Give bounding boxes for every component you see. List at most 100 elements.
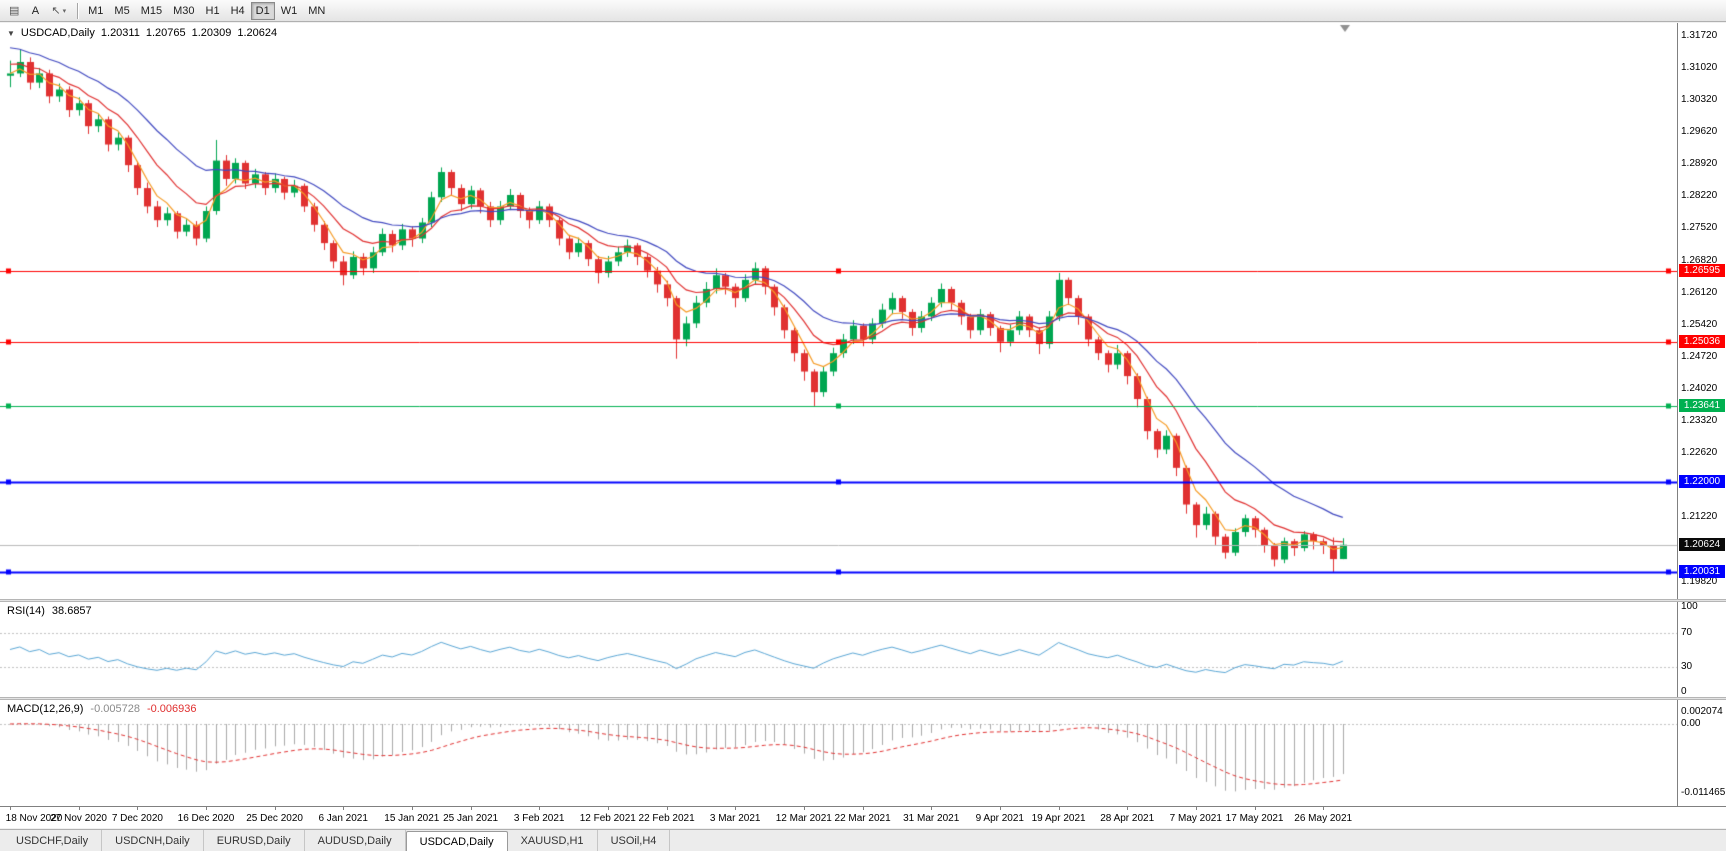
panel-splitter[interactable]	[0, 599, 1726, 602]
tab-audusd-daily[interactable]: AUDUSD,Daily	[305, 830, 406, 851]
price-axis-label: 1.24720	[1681, 350, 1718, 362]
date-axis-label: 7 Dec 2020	[111, 813, 163, 824]
timeframe-h1[interactable]: H1	[205, 4, 220, 17]
rsi-canvas[interactable]	[0, 602, 1677, 697]
timeframe-d1[interactable]: D1	[250, 1, 275, 20]
timeframe-m5[interactable]: M5	[114, 4, 130, 17]
macd-signal-value: -0.006936	[146, 703, 197, 715]
current-price-badge: 1.20624	[1679, 537, 1725, 551]
date-tick	[735, 807, 736, 810]
tab-usdcnh-daily[interactable]: USDCNH,Daily	[102, 830, 204, 851]
price-axis-label: 1.23320	[1681, 415, 1718, 427]
timeframe-m15[interactable]: M15	[140, 4, 163, 17]
macd-name-label: MACD(12,26,9)	[7, 703, 84, 715]
rsi-level-label: 100	[1681, 601, 1698, 612]
rsi-level-label: 0	[1681, 686, 1687, 697]
tab-xauusd-h1[interactable]: XAUUSD,H1	[508, 830, 598, 851]
grid-icon: ▤	[9, 5, 20, 17]
price-axis-label: 1.26820	[1681, 254, 1718, 266]
date-tick	[539, 807, 540, 810]
date-tick	[137, 807, 138, 810]
price-chart-canvas[interactable]	[0, 23, 1677, 599]
macd-canvas[interactable]	[0, 700, 1677, 806]
macd-axis-label: 0.00	[1681, 718, 1701, 729]
price-line-badge: 1.22000	[1679, 474, 1725, 488]
date-tick	[863, 807, 864, 810]
date-axis-label: 25 Jan 2021	[443, 813, 499, 824]
chart-header: ▼ USDCAD,Daily 1.20311 1.20765 1.20309 1…	[7, 27, 277, 39]
timeframe-mn[interactable]: MN	[308, 4, 326, 17]
cursor-icon: ↖	[51, 5, 61, 17]
date-tick	[1323, 807, 1324, 810]
date-axis-label: 12 Mar 2021	[775, 813, 832, 824]
date-axis[interactable]: 18 Nov 2020 27 Nov 2020 7 Dec 2020 16 Dec 2…	[0, 806, 1726, 828]
ohlc-close-value: 1.20624	[237, 27, 278, 39]
price-axis-label: 1.31020	[1681, 61, 1718, 73]
date-tick	[667, 807, 668, 810]
date-axis-label: 16 Dec 2020	[177, 813, 235, 824]
date-axis-label: 26 May 2021	[1294, 813, 1353, 824]
toolbar-separator	[77, 2, 79, 19]
chevron-down-icon: ▾	[62, 7, 67, 15]
collapse-triangle-icon[interactable]: ▼	[7, 28, 15, 38]
price-line-badge: 1.25036	[1679, 335, 1725, 349]
price-axis-label: 1.28220	[1681, 190, 1718, 202]
price-axis-label: 1.25420	[1681, 318, 1718, 330]
price-axis-label: 1.24020	[1681, 382, 1718, 394]
date-axis-label: 27 Nov 2020	[50, 813, 107, 824]
date-axis-label: 22 Mar 2021	[834, 813, 891, 824]
rsi-header: RSI(14) 38.6857	[7, 605, 92, 617]
rsi-level-label: 70	[1681, 626, 1693, 638]
date-tick	[10, 807, 11, 810]
rsi-level-label: 30	[1681, 660, 1693, 672]
price-axis[interactable]: 1.31720 1.31020 1.30320 1.29620 1.28920 1.282…	[1677, 23, 1726, 599]
price-axis-label: 1.22620	[1681, 447, 1718, 459]
date-tick	[608, 807, 609, 810]
cursor-tool-button[interactable]: ↖ ▾	[46, 2, 71, 20]
timeframe-h4[interactable]: H4	[230, 4, 245, 17]
date-axis-label: 22 Feb 2021	[638, 813, 695, 824]
tab-eurusd-daily[interactable]: EURUSD,Daily	[204, 830, 305, 851]
date-tick	[343, 807, 344, 810]
date-tick	[1000, 807, 1001, 810]
tab-usdcad-daily[interactable]: USDCAD,Daily	[405, 831, 508, 851]
chart-grid-button[interactable]: ▤	[4, 2, 24, 20]
date-tick	[1127, 807, 1128, 810]
rsi-panel: RSI(14) 38.6857 100 70 30 0	[0, 602, 1726, 697]
date-axis-label: 28 Apr 2021	[1100, 813, 1155, 824]
timeframe-m1[interactable]: M1	[88, 4, 104, 17]
rsi-value: 38.6857	[51, 605, 92, 617]
date-axis-label: 3 Feb 2021	[513, 813, 565, 824]
date-tick	[412, 807, 413, 810]
timeframe-w1[interactable]: W1	[280, 4, 298, 17]
macd-panel: MACD(12,26,9) -0.005728 -0.006936 0.0020…	[0, 700, 1726, 806]
price-axis-label: 1.19820	[1681, 575, 1718, 587]
tab-usdchf-daily[interactable]: USDCHF,Daily	[3, 830, 103, 851]
macd-header: MACD(12,26,9) -0.005728 -0.006936	[7, 703, 197, 715]
ohlc-high-value: 1.20765	[145, 27, 186, 39]
rsi-axis[interactable]: 100 70 30 0	[1677, 602, 1726, 697]
macd-axis-label: -0.011465	[1681, 786, 1726, 798]
tab-usoil-h4[interactable]: USOil,H4	[598, 830, 671, 851]
ohlc-open-value: 1.20311	[100, 27, 140, 39]
chart-symbol-label: USDCAD,Daily	[20, 27, 95, 39]
ohlc-low-value: 1.20309	[191, 27, 232, 39]
date-axis-label: 7 May 2021	[1169, 813, 1222, 824]
date-axis-label: 3 Mar 2021	[709, 813, 761, 824]
price-axis-label: 1.28920	[1681, 158, 1718, 170]
pointer-mode-button[interactable]: A	[25, 2, 45, 20]
date-tick	[79, 807, 80, 810]
timeframe-m30[interactable]: M30	[173, 4, 195, 17]
date-tick	[931, 807, 932, 810]
date-tick	[1059, 807, 1060, 810]
price-axis-label: 1.30320	[1681, 94, 1718, 106]
chart-tab-bar: USDCHF,Daily USDCNH,Daily EURUSD,Daily AUDU…	[0, 829, 1726, 851]
macd-axis[interactable]: 0.002074 0.00 -0.011465	[1677, 700, 1726, 806]
date-axis-label: 25 Dec 2020	[246, 813, 303, 824]
panel-splitter[interactable]	[0, 697, 1726, 700]
pointer-mode-label: A	[31, 4, 40, 17]
date-tick	[1196, 807, 1197, 810]
date-tick	[471, 807, 472, 810]
price-line-badge: 1.20031	[1679, 564, 1725, 578]
macd-value: -0.005728	[90, 703, 140, 715]
